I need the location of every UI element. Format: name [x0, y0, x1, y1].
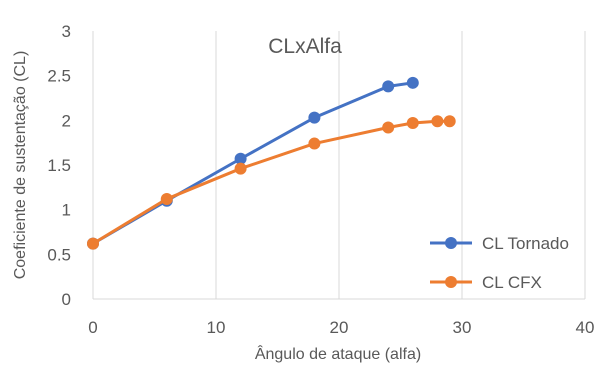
y-tick-label-6: 3 — [62, 22, 71, 41]
x-tick-label-3: 30 — [453, 318, 472, 337]
y-tick-label-1: 0.5 — [47, 245, 71, 264]
series — [87, 76, 456, 250]
series-1-point-1 — [160, 192, 173, 205]
legend: CL Tornado CL CFX — [430, 234, 569, 292]
y-tick-label-4: 2 — [62, 111, 71, 130]
series-0-point-5 — [406, 76, 419, 89]
legend-label-1: CL CFX — [482, 273, 542, 292]
x-tick-label-1: 10 — [207, 318, 226, 337]
series-1-point-2 — [234, 162, 247, 175]
legend-label-0: CL Tornado — [482, 234, 569, 253]
gridlines — [215, 31, 586, 299]
x-axis-title: Ângulo de ataque (alfa) — [255, 344, 421, 363]
y-tick-label-3: 1.5 — [47, 156, 71, 175]
y-tick-label-0: 0 — [62, 290, 71, 309]
series-0-point-2 — [234, 152, 247, 165]
y-tick-label-5: 2.5 — [47, 67, 71, 86]
chart-title: CLxAlfa — [268, 35, 342, 58]
series-0-point-4 — [382, 80, 395, 93]
y-axis-title: Coeficiente de sustentação (CL) — [12, 51, 29, 280]
series-1-point-7 — [443, 115, 456, 128]
legend-marker-1 — [445, 276, 457, 288]
series-1-point-5 — [406, 117, 419, 130]
legend-marker-0 — [445, 237, 457, 249]
axes — [92, 31, 585, 300]
series-1-point-4 — [382, 121, 395, 134]
series-1-point-3 — [308, 137, 321, 150]
tick-labels: 0 10 20 30 40 0 0.5 1 1.5 2 2.5 3 — [47, 22, 594, 337]
series-1-point-0 — [87, 237, 99, 250]
x-tick-label-0: 0 — [88, 318, 97, 337]
series-0-point-3 — [308, 111, 321, 124]
x-tick-label-2: 20 — [330, 318, 349, 337]
series-1-point-6 — [431, 115, 444, 128]
x-tick-label-4: 40 — [576, 318, 595, 337]
y-tick-label-2: 1 — [62, 201, 71, 220]
